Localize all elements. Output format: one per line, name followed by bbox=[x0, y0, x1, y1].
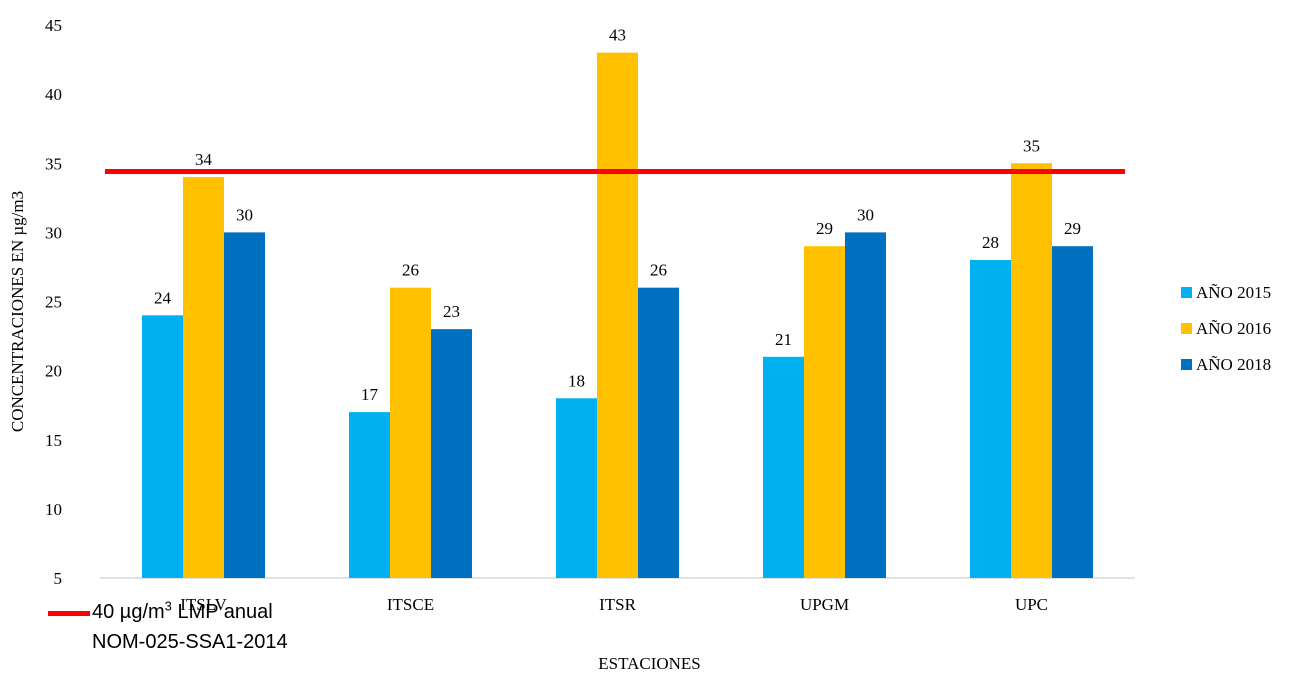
x-tick-label: ITSCE bbox=[387, 595, 434, 614]
y-axis-title: CONCENTRACIONES EN µg/m3 bbox=[8, 191, 27, 432]
limit-legend-line-sample bbox=[48, 611, 90, 616]
data-label: 28 bbox=[982, 233, 999, 252]
data-label: 30 bbox=[857, 205, 874, 224]
data-label: 35 bbox=[1023, 136, 1040, 155]
bar-itsr-series-1 bbox=[597, 52, 638, 578]
limit-label-superscript: 3 bbox=[164, 598, 172, 614]
bar-upc-series-2 bbox=[1052, 246, 1093, 578]
data-label: 26 bbox=[650, 261, 667, 280]
legend-swatch bbox=[1181, 323, 1192, 334]
bar-upgm-series-1 bbox=[804, 246, 845, 578]
bar-itslv-series-0 bbox=[142, 315, 183, 578]
x-tick-label: UPGM bbox=[800, 595, 849, 614]
y-axis-ticks: 5 10 15 20 25 30 35 40 45 bbox=[45, 16, 62, 588]
x-tick-label: ITSR bbox=[599, 595, 637, 614]
y-tick-label: 25 bbox=[45, 293, 62, 312]
y-tick-label: 15 bbox=[45, 431, 62, 450]
data-label: 23 bbox=[443, 302, 460, 321]
data-labels: 24 34 30 17 26 23 18 43 26 21 29 30 28 35 29 bbox=[154, 26, 1081, 404]
data-label: 43 bbox=[609, 26, 626, 45]
legend-swatch bbox=[1181, 287, 1192, 298]
bar-upc-series-1 bbox=[1011, 163, 1052, 578]
data-label: 26 bbox=[402, 261, 419, 280]
limit-legend-label: 40 µg/m3 LMP anual NOM-025-SSA1-2014 bbox=[92, 597, 288, 657]
data-label: 29 bbox=[1064, 219, 1081, 238]
bar-itsce-series-2 bbox=[431, 329, 472, 578]
y-tick-label: 10 bbox=[45, 500, 62, 519]
bar-itslv-series-2 bbox=[224, 232, 265, 578]
legend-label: AÑO 2018 bbox=[1196, 355, 1271, 374]
x-tick-label: UPC bbox=[1015, 595, 1048, 614]
legend-label: AÑO 2015 bbox=[1196, 283, 1271, 302]
data-label: 18 bbox=[568, 371, 585, 390]
y-tick-label: 20 bbox=[45, 362, 62, 381]
bar-itsce-series-1 bbox=[390, 287, 431, 578]
legend-swatch bbox=[1181, 359, 1192, 370]
x-tick-label: ITSLV bbox=[180, 595, 227, 614]
data-label: 24 bbox=[154, 288, 172, 307]
data-label: 34 bbox=[195, 150, 213, 169]
bar-itsce-series-0 bbox=[349, 412, 390, 578]
x-axis-title: ESTACIONES bbox=[598, 654, 701, 673]
bar-itsr-series-2 bbox=[638, 287, 679, 578]
data-label: 21 bbox=[775, 330, 792, 349]
bar-upc-series-0 bbox=[970, 260, 1011, 578]
legend: AÑO 2015 AÑO 2016 AÑO 2018 bbox=[1181, 283, 1271, 374]
y-tick-label: 45 bbox=[45, 16, 62, 35]
y-tick-label: 30 bbox=[45, 223, 62, 242]
data-label: 17 bbox=[361, 385, 379, 404]
limit-legend-line2: NOM-025-SSA1-2014 bbox=[92, 631, 288, 653]
data-label: 30 bbox=[236, 205, 253, 224]
x-axis-tick-labels: ITSLV ITSCE ITSR UPGM UPC bbox=[180, 595, 1048, 614]
limit-legend-line1: 40 µg/m3 LMP anual bbox=[92, 597, 288, 627]
bar-upgm-series-0 bbox=[763, 356, 804, 578]
limit-label-prefix: 40 µg/m bbox=[92, 601, 165, 623]
y-tick-label: 40 bbox=[45, 85, 62, 104]
bar-itsr-series-0 bbox=[556, 398, 597, 578]
bars bbox=[142, 52, 1093, 578]
y-tick-label: 5 bbox=[54, 569, 63, 588]
bar-itslv-series-1 bbox=[183, 177, 224, 578]
data-label: 29 bbox=[816, 219, 833, 238]
limit-label-suffix: LMP anual bbox=[171, 601, 273, 623]
legend-label: AÑO 2016 bbox=[1196, 319, 1271, 338]
y-tick-label: 35 bbox=[45, 154, 62, 173]
bar-upgm-series-2 bbox=[845, 232, 886, 578]
